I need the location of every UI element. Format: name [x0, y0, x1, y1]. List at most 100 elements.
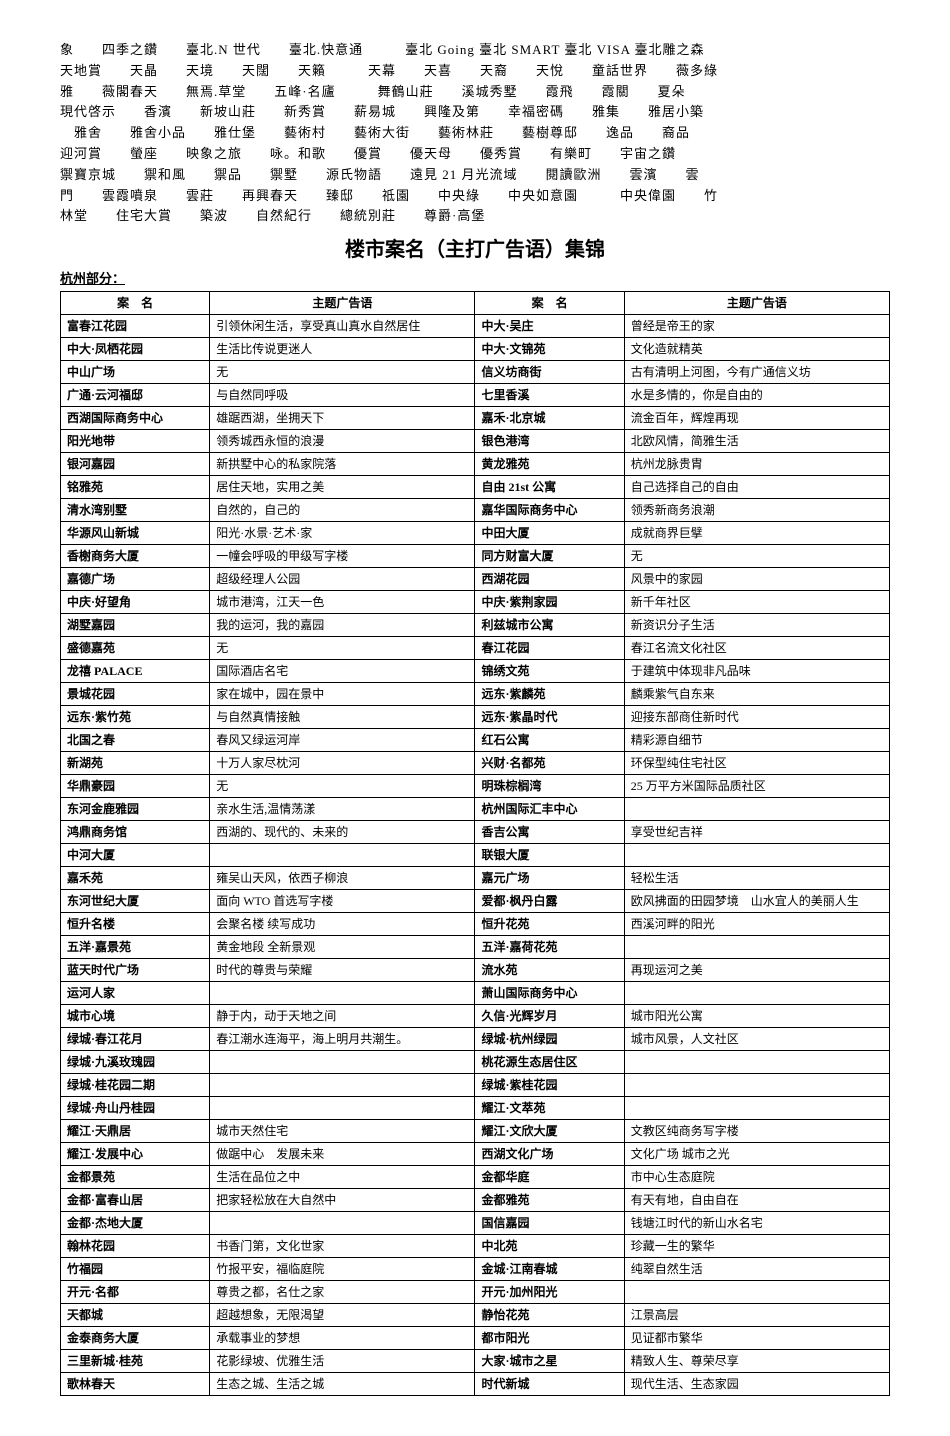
slogan-cell: [624, 981, 889, 1004]
slogan-cell: 无: [624, 544, 889, 567]
table-row: 绿城·舟山丹桂园耀江·文萃苑: [61, 1096, 890, 1119]
project-name-cell: 大家·城市之星: [475, 1349, 624, 1372]
project-name-cell: 耀江·天鼎居: [61, 1119, 210, 1142]
project-name-cell: 同方财富大厦: [475, 544, 624, 567]
slogan-cell: 新资识分子生活: [624, 613, 889, 636]
project-name-cell: 五洋·嘉荷花苑: [475, 935, 624, 958]
table-row: 恒升名楼会聚名楼 续写成功恒升花苑西溪河畔的阳光: [61, 912, 890, 935]
table-row: 耀江·发展中心做踞中心 发展未来西湖文化广场文化广场 城市之光: [61, 1142, 890, 1165]
project-name-cell: 明珠棕榈湾: [475, 774, 624, 797]
slogan-cell: 25 万平方米国际品质社区: [624, 774, 889, 797]
slogan-cell: [624, 1280, 889, 1303]
table-row: 银河嘉园新拱墅中心的私家院落黄龙雅苑杭州龙脉贵胄: [61, 452, 890, 475]
slogan-cell: [624, 935, 889, 958]
project-name-cell: 东河金鹿雅园: [61, 797, 210, 820]
project-name-cell: 绿城·九溪玫瑰园: [61, 1050, 210, 1073]
slogan-cell: 自然的，自己的: [210, 498, 475, 521]
project-name-cell: 广通·云河福邸: [61, 383, 210, 406]
project-name-cell: 竹福园: [61, 1257, 210, 1280]
project-name-cell: 西湖花园: [475, 567, 624, 590]
slogan-cell: 把家轻松放在大自然中: [210, 1188, 475, 1211]
slogan-cell: 生活比传说更迷人: [210, 337, 475, 360]
table-row: 中大·凤栖花园生活比传说更迷人中大·文锦苑文化造就精英: [61, 337, 890, 360]
project-name-cell: 联银大厦: [475, 843, 624, 866]
slogan-cell: [210, 1073, 475, 1096]
slogan-cell: 轻松生活: [624, 866, 889, 889]
table-row: 西湖国际商务中心雄踞西湖，坐拥天下嘉禾·北京城流金百年，辉煌再现: [61, 406, 890, 429]
project-name-cell: 华鼎豪园: [61, 774, 210, 797]
project-name-cell: 七里香溪: [475, 383, 624, 406]
header-line: 林堂 住宅大賞 築波 自然紀行 總統別莊 尊爵·高堡: [60, 206, 890, 227]
slogan-cell: 见证都市繁华: [624, 1326, 889, 1349]
project-name-cell: 清水湾别墅: [61, 498, 210, 521]
slogan-cell: 文化造就精英: [624, 337, 889, 360]
table-row: 金都·杰地大厦国信嘉园钱塘江时代的新山水名宅: [61, 1211, 890, 1234]
table-row: 城市心境静于内，动于天地之间久信·光辉岁月城市阳光公寓: [61, 1004, 890, 1027]
slogan-cell: 生态之城、生活之城: [210, 1372, 475, 1395]
slogan-cell: 现代生活、生态家园: [624, 1372, 889, 1395]
section-label: 杭州部分：: [60, 269, 890, 289]
project-name-cell: 东河世纪大厦: [61, 889, 210, 912]
slogan-cell: 西溪河畔的阳光: [624, 912, 889, 935]
slogan-cell: 与自然同呼吸: [210, 383, 475, 406]
slogan-cell: 雄踞西湖，坐拥天下: [210, 406, 475, 429]
slogan-cell: 居住天地，实用之美: [210, 475, 475, 498]
slogan-cell: 于建筑中体现非凡品味: [624, 659, 889, 682]
header-line: 象 四季之鑽 臺北.N 世代 臺北.快意通 臺北 Going 臺北 SMART …: [60, 40, 890, 61]
slogan-cell: [624, 1050, 889, 1073]
project-name-cell: 静怡花苑: [475, 1303, 624, 1326]
table-row: 绿城·春江花月春江潮水连海平，海上明月共潮生。绿城·杭州绿园城市风景，人文社区: [61, 1027, 890, 1050]
slogan-cell: 会聚名楼 续写成功: [210, 912, 475, 935]
slogan-cell: 十万人家尽枕河: [210, 751, 475, 774]
project-name-cell: 中大·文锦苑: [475, 337, 624, 360]
table-row: 盛德嘉苑无春江花园春江名流文化社区: [61, 636, 890, 659]
project-name-cell: 阳光地带: [61, 429, 210, 452]
slogan-cell: 纯翠自然生活: [624, 1257, 889, 1280]
project-name-cell: 三里新城·桂苑: [61, 1349, 210, 1372]
slogan-cell: 精致人生、尊荣尽享: [624, 1349, 889, 1372]
project-name-cell: 开元·加州阳光: [475, 1280, 624, 1303]
slogan-cell: 曾经是帝王的家: [624, 314, 889, 337]
project-name-cell: 运河人家: [61, 981, 210, 1004]
table-row: 金泰商务大厦承载事业的梦想都市阳光见证都市繁华: [61, 1326, 890, 1349]
slogan-cell: 欧风拂面的田园梦境 山水宜人的美丽人生: [624, 889, 889, 912]
slogan-cell: 流金百年，辉煌再现: [624, 406, 889, 429]
slogan-cell: 无: [210, 636, 475, 659]
project-name-cell: 绿城·舟山丹桂园: [61, 1096, 210, 1119]
slogan-cell: 风景中的家园: [624, 567, 889, 590]
project-name-cell: 金都·杰地大厦: [61, 1211, 210, 1234]
slogan-cell: 尊贵之都，名仕之家: [210, 1280, 475, 1303]
project-name-cell: 开元·名都: [61, 1280, 210, 1303]
slogan-cell: 珍藏一生的繁华: [624, 1234, 889, 1257]
project-name-cell: 信义坊商街: [475, 360, 624, 383]
table-row: 金都·富春山居把家轻松放在大自然中金都雅苑有天有地，自由自在: [61, 1188, 890, 1211]
slogan-cell: 无: [210, 774, 475, 797]
slogan-cell: 花影绿坡、优雅生活: [210, 1349, 475, 1372]
table-row: 广通·云河福邸与自然同呼吸七里香溪水是多情的，你是自由的: [61, 383, 890, 406]
project-name-cell: 萧山国际商务中心: [475, 981, 624, 1004]
slogan-cell: 我的运河，我的嘉园: [210, 613, 475, 636]
slogan-cell: 水是多情的，你是自由的: [624, 383, 889, 406]
main-title: 楼市案名（主打广告语）集锦: [60, 235, 890, 265]
table-row: 铭雅苑居住天地，实用之美自由 21st 公寓自己选择自己的自由: [61, 475, 890, 498]
project-name-cell: 龙禧 PALACE: [61, 659, 210, 682]
header-text-block: 象 四季之鑽 臺北.N 世代 臺北.快意通 臺北 Going 臺北 SMART …: [60, 40, 890, 227]
slogan-cell: 文化广场 城市之光: [624, 1142, 889, 1165]
table-row: 香榭商务大厦一幢会呼吸的甲级写字楼同方财富大厦无: [61, 544, 890, 567]
project-name-cell: 铭雅苑: [61, 475, 210, 498]
project-name-cell: 绿城·桂花园二期: [61, 1073, 210, 1096]
header-col-1: 案 名: [61, 291, 210, 314]
table-row: 新湖苑十万人家尽枕河兴财·名都苑环保型纯住宅社区: [61, 751, 890, 774]
project-name-cell: 国信嘉园: [475, 1211, 624, 1234]
project-name-cell: 中河大厦: [61, 843, 210, 866]
slogan-cell: 有天有地，自由自在: [624, 1188, 889, 1211]
project-name-cell: 湖墅嘉园: [61, 613, 210, 636]
slogan-cell: 生活在品位之中: [210, 1165, 475, 1188]
table-row: 运河人家 萧山国际商务中心: [61, 981, 890, 1004]
slogan-cell: 成就商界巨擘: [624, 521, 889, 544]
project-name-cell: 绿城·杭州绿园: [475, 1027, 624, 1050]
project-name-cell: 金都景苑: [61, 1165, 210, 1188]
project-name-cell: 中大·凤栖花园: [61, 337, 210, 360]
project-name-cell: 金城·江南春城: [475, 1257, 624, 1280]
slogan-cell: 无: [210, 360, 475, 383]
